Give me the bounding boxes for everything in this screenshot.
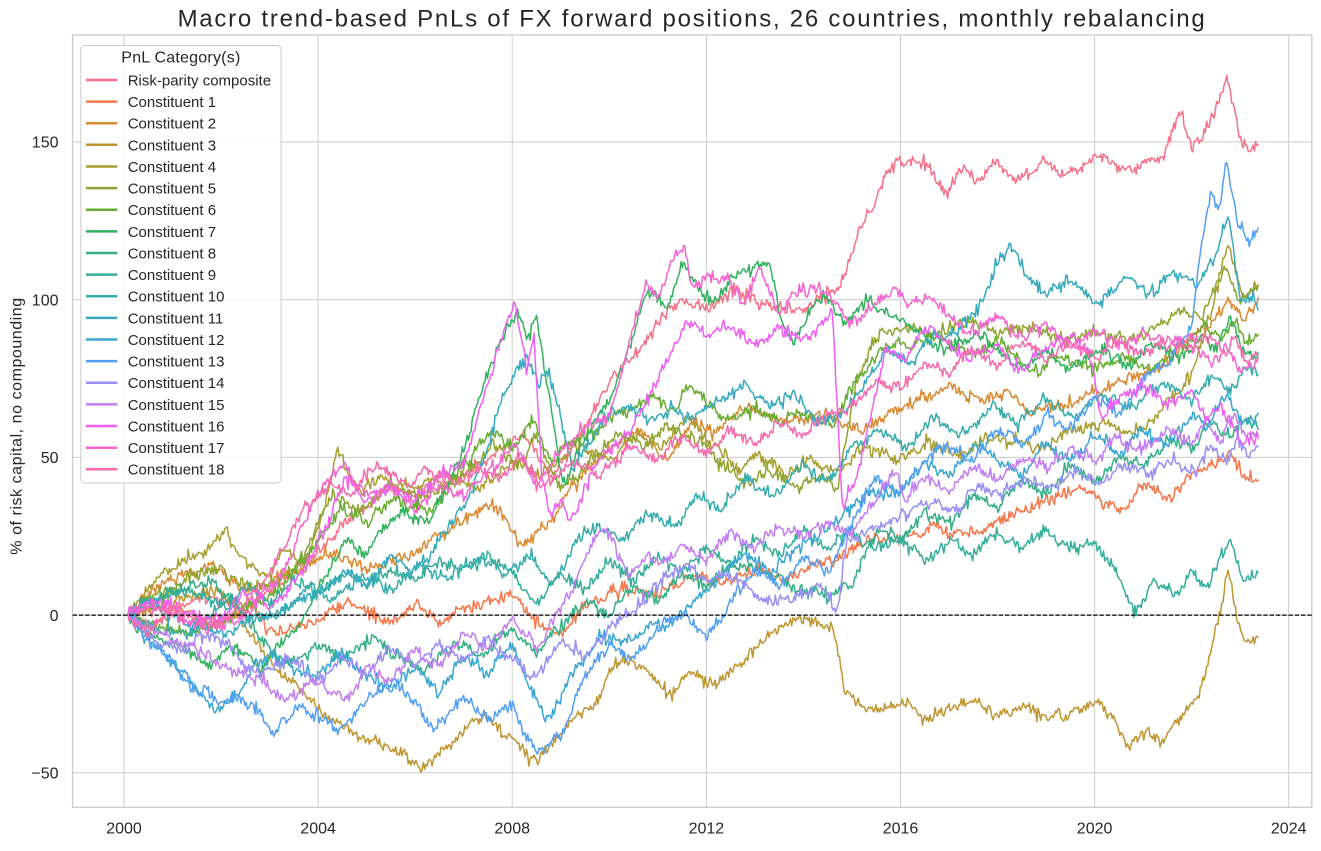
svg-text:150: 150	[32, 135, 59, 152]
svg-text:Constituent 15: Constituent 15	[128, 397, 225, 414]
svg-text:2008: 2008	[494, 821, 530, 838]
svg-text:Constituent 11: Constituent 11	[128, 310, 224, 327]
svg-text:2024: 2024	[1271, 821, 1307, 838]
svg-text:100: 100	[32, 292, 59, 309]
svg-text:Constituent 5: Constituent 5	[128, 181, 216, 198]
svg-text:Constituent 16: Constituent 16	[128, 419, 225, 436]
svg-text:Constituent 3: Constituent 3	[128, 137, 216, 154]
svg-text:2012: 2012	[689, 821, 725, 838]
svg-text:Constituent 1: Constituent 1	[128, 94, 216, 111]
svg-text:Risk-parity composite: Risk-parity composite	[128, 72, 271, 89]
svg-text:Constituent 6: Constituent 6	[128, 202, 216, 219]
svg-text:% of risk capital, no compound: % of risk capital, no compounding	[9, 297, 26, 554]
svg-text:Constituent 10: Constituent 10	[128, 289, 225, 306]
svg-text:2000: 2000	[106, 821, 142, 838]
svg-text:Constituent 14: Constituent 14	[128, 375, 225, 392]
svg-text:Constituent 9: Constituent 9	[128, 267, 216, 284]
svg-text:Constituent 18: Constituent 18	[128, 462, 225, 479]
svg-text:−50: −50	[31, 766, 58, 783]
svg-text:0: 0	[50, 608, 59, 625]
svg-text:Constituent 2: Constituent 2	[128, 116, 216, 133]
svg-text:Constituent 7: Constituent 7	[128, 224, 216, 241]
svg-text:2004: 2004	[300, 821, 336, 838]
svg-text:Constituent 4: Constituent 4	[128, 159, 216, 176]
svg-text:2020: 2020	[1077, 821, 1113, 838]
svg-text:PnL Category(s): PnL Category(s)	[121, 49, 240, 66]
svg-text:2016: 2016	[883, 821, 919, 838]
svg-text:50: 50	[41, 450, 59, 467]
svg-text:Constituent 17: Constituent 17	[128, 440, 225, 457]
svg-text:Constituent 8: Constituent 8	[128, 245, 216, 262]
svg-text:Constituent 13: Constituent 13	[128, 354, 225, 371]
svg-text:Macro trend-based PnLs of FX f: Macro trend-based PnLs of FX forward pos…	[178, 6, 1207, 33]
svg-text:Constituent 12: Constituent 12	[128, 332, 225, 349]
